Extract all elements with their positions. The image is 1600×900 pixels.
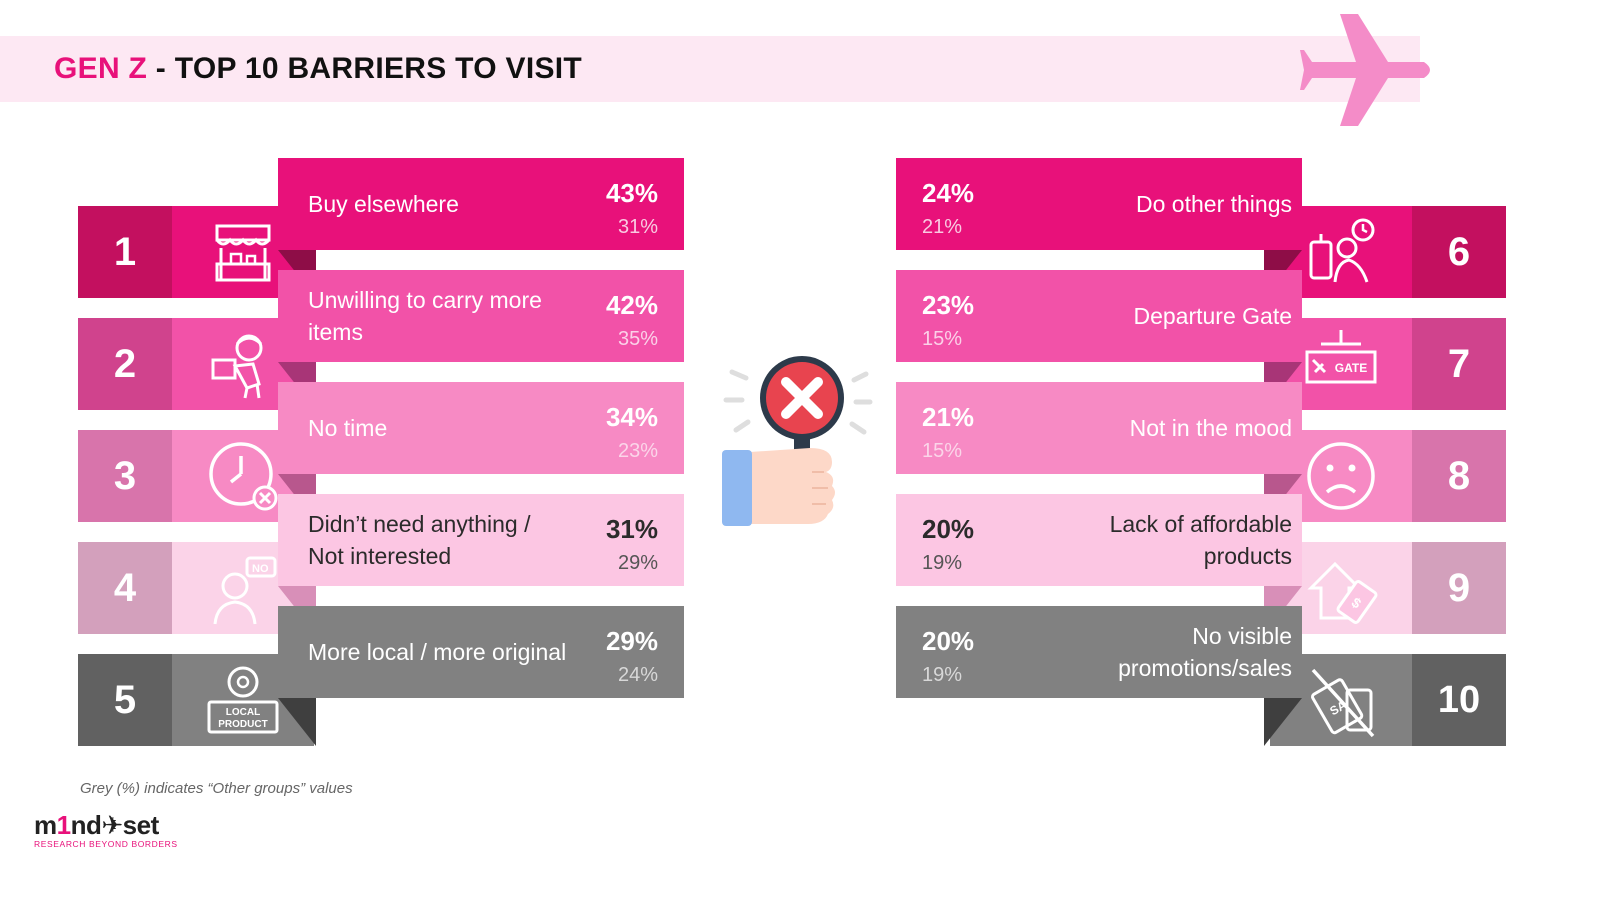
other-groups-percent: 21% — [922, 216, 963, 238]
gen-z-percent: 23% — [922, 290, 975, 320]
sad-face-icon — [1307, 442, 1375, 510]
barrier-label: No time — [308, 415, 388, 441]
other-groups-percent: 24% — [617, 664, 658, 686]
logo-tagline: RESEARCH BEYOND BORDERS — [34, 839, 178, 849]
barrier-banner — [896, 270, 1302, 362]
rank-number: 3 — [78, 430, 172, 522]
barrier-banner — [896, 158, 1302, 250]
rank-number: 6 — [1412, 206, 1506, 298]
other-groups-percent: 15% — [922, 440, 963, 462]
barrier-item-10: 10 SA No visible promotions/sales 20% 19% — [896, 606, 1512, 776]
barrier-banner — [896, 606, 1302, 698]
gen-z-percent: 34% — [605, 402, 658, 432]
svg-text:LOCAL: LOCAL — [226, 707, 260, 718]
price-tag-up-icon: $ — [1307, 561, 1378, 624]
rank-number: 10 — [1412, 654, 1506, 746]
rank-number: 2 — [78, 318, 172, 410]
gen-z-percent: 24% — [922, 178, 975, 208]
barrier-item-1: 1 Buy elsewhere 43% 31% — [78, 158, 694, 328]
svg-text:NO: NO — [252, 563, 269, 575]
barrier-item-7: 7 GATE Departure Gate 23% 15% — [896, 270, 1512, 440]
gen-z-percent: 42% — [605, 290, 658, 320]
rank-number: 8 — [1412, 430, 1506, 522]
barrier-item-6: 6 Do other things 24% 21% — [896, 158, 1512, 328]
other-groups-percent: 19% — [922, 664, 963, 686]
barrier-item-5: 5 LOCAL PRODUCT More local / more original 2… — [78, 606, 694, 776]
barrier-label: Departure Gate — [1133, 303, 1292, 329]
person-carrying-box-icon — [211, 334, 263, 399]
market-stall-icon — [215, 224, 271, 282]
barrier-label: Buy elsewhere — [308, 191, 459, 217]
other-groups-percent: 35% — [617, 328, 658, 350]
gen-z-percent: 29% — [605, 626, 658, 656]
title-rest: - TOP 10 BARRIERS TO VISIT — [147, 52, 583, 85]
barrier-label: Not in the mood — [1129, 415, 1292, 441]
other-groups-percent: 23% — [617, 440, 658, 462]
logo-text-pre: m — [34, 810, 57, 840]
logo-text-post: nd✈set — [70, 810, 160, 840]
barrier-label: Unwilling to carry more items — [308, 287, 542, 345]
barrier-banner — [278, 494, 684, 586]
other-groups-percent: 31% — [617, 216, 658, 238]
clock-cancel-icon — [209, 442, 278, 511]
barrier-banner — [278, 270, 684, 362]
other-groups-percent: 15% — [922, 328, 963, 350]
page-title: GEN Z - TOP 10 BARRIERS TO VISIT — [54, 52, 582, 86]
header-band — [0, 36, 1420, 102]
barrier-item-8: 8 Not in the mood 21% 15% — [896, 382, 1512, 552]
person-saying-no-icon: NO — [213, 556, 277, 625]
barrier-banner — [278, 606, 684, 698]
airplane-icon — [1300, 14, 1430, 126]
gen-z-percent: 20% — [922, 626, 975, 656]
barrier-label: Didn’t need anything / Not interested — [308, 511, 531, 569]
barrier-item-2: 2 Unwilling to carry more items 42% 35% — [78, 270, 694, 440]
gate-sign-icon: GATE — [1305, 330, 1377, 384]
barrier-label: More local / more original — [308, 639, 567, 665]
rank-number: 9 — [1412, 542, 1506, 634]
gen-z-percent: 20% — [922, 514, 975, 544]
gen-z-percent: 21% — [922, 402, 975, 432]
barrier-banner — [896, 494, 1302, 586]
barrier-label: No visible promotions/sales — [1118, 623, 1292, 681]
brand-logo: m1nd✈set RESEARCH BEYOND BORDERS — [34, 810, 178, 849]
barrier-banner — [896, 382, 1302, 474]
other-groups-percent: 19% — [922, 552, 963, 574]
logo-text-one: 1 — [56, 810, 71, 840]
gen-z-percent: 31% — [605, 514, 658, 544]
barrier-label: Do other things — [1136, 191, 1292, 217]
footnote: Grey (%) indicates “Other groups” values — [80, 780, 353, 797]
barrier-label: Lack of affordable products — [1109, 511, 1292, 569]
barrier-banner — [278, 382, 684, 474]
rank-number: 4 — [78, 542, 172, 634]
gen-z-percent: 43% — [605, 178, 658, 208]
barrier-banner — [278, 158, 684, 250]
magnifier-x-icon — [722, 356, 873, 526]
ribbon-fold — [1264, 698, 1302, 746]
ribbon-fold — [278, 698, 316, 746]
traveler-with-luggage-icon — [1309, 218, 1375, 283]
gate-sign-label: GATE — [1335, 361, 1367, 375]
title-highlight: GEN Z — [54, 52, 148, 85]
rank-number: 1 — [78, 206, 172, 298]
barrier-item-3: 3 No time 34% 23% — [78, 382, 694, 552]
other-groups-percent: 29% — [617, 552, 658, 574]
rank-number: 7 — [1412, 318, 1506, 410]
barrier-item-4: 4 NO Didn’t need anything / Not interested… — [78, 494, 694, 664]
rank-number: 5 — [78, 654, 172, 746]
no-sale-tag-icon: SA — [1311, 668, 1375, 738]
svg-text:PRODUCT: PRODUCT — [218, 719, 267, 730]
